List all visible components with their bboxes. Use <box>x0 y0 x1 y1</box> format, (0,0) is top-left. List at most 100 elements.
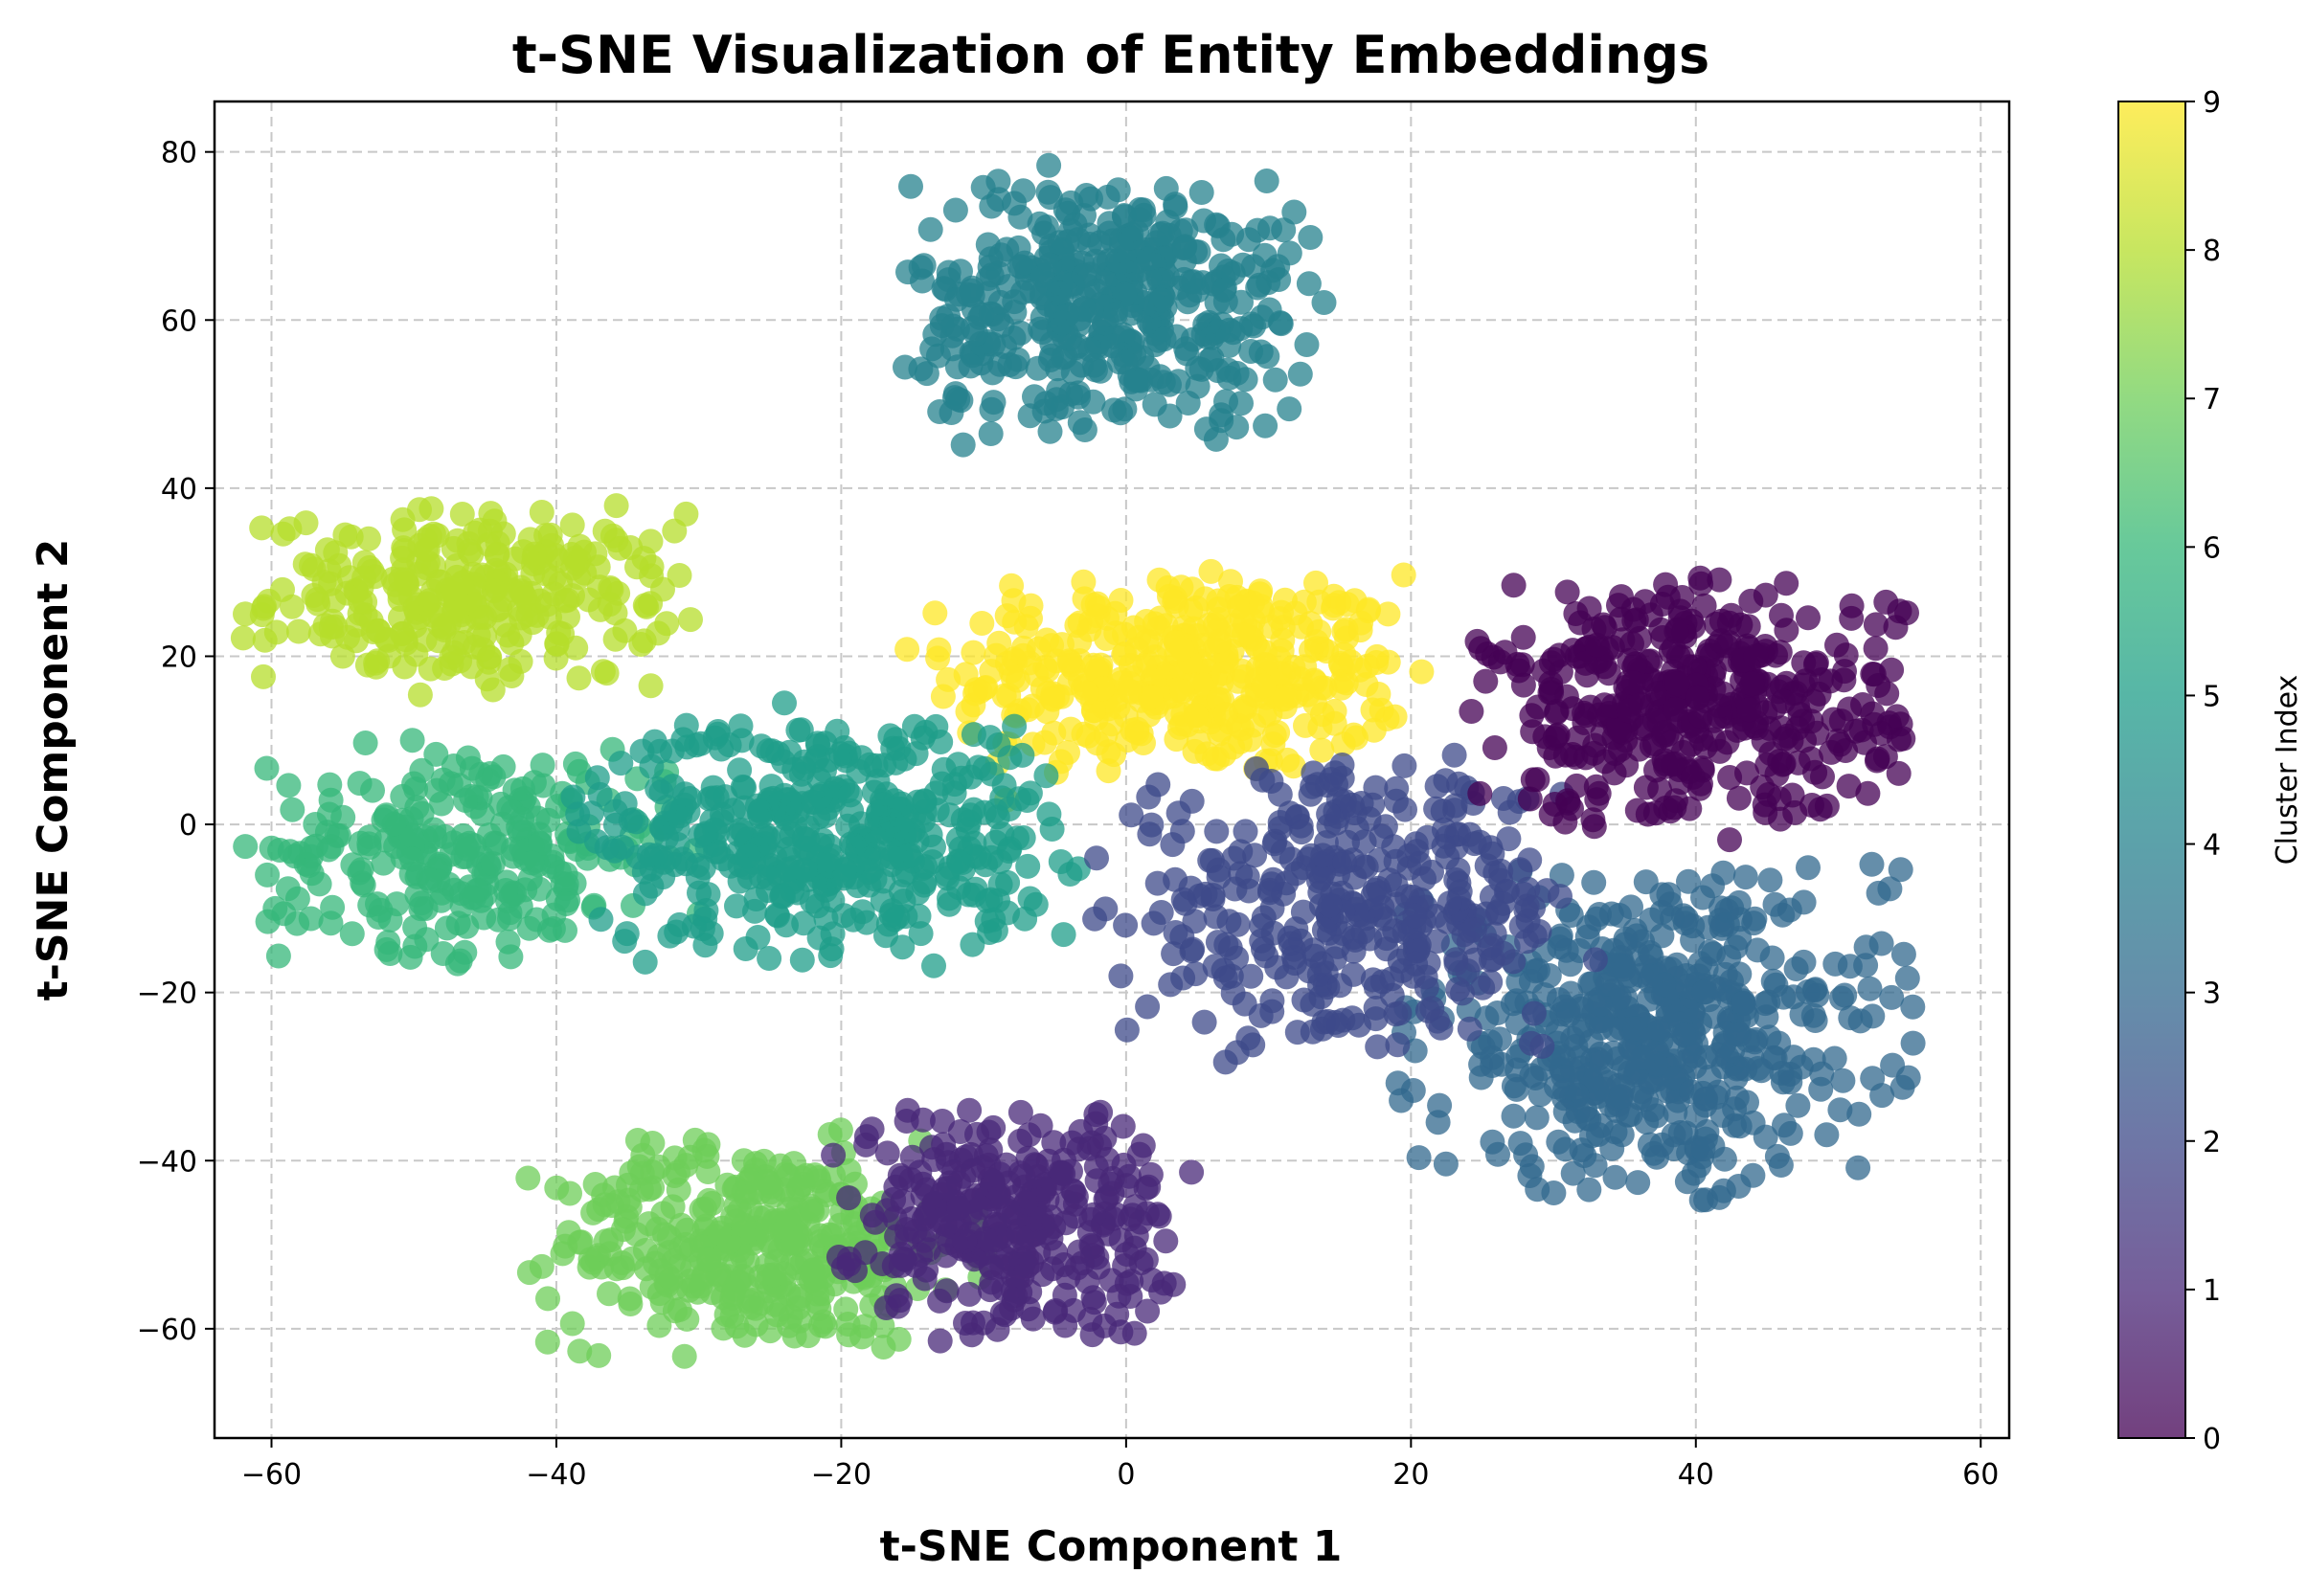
data-point <box>1118 226 1143 251</box>
data-point <box>1082 906 1108 932</box>
data-point <box>554 891 579 916</box>
data-point <box>732 1322 758 1348</box>
data-point <box>1114 1017 1140 1043</box>
data-point <box>642 729 668 754</box>
data-point <box>632 949 658 975</box>
data-point <box>985 1184 1011 1210</box>
data-point <box>1734 760 1759 786</box>
data-point <box>654 1263 680 1289</box>
data-point <box>1392 753 1417 778</box>
data-point <box>1007 204 1033 230</box>
data-point <box>1546 1129 1572 1155</box>
data-point <box>1046 281 1072 306</box>
data-point <box>578 800 604 826</box>
data-point <box>1270 839 1296 865</box>
data-point <box>1513 1142 1539 1168</box>
data-point <box>1338 649 1364 675</box>
data-point <box>1735 614 1761 640</box>
data-point <box>1736 697 1762 723</box>
y-tick-label: −20 <box>137 978 197 1011</box>
data-point <box>1114 1242 1140 1267</box>
data-point <box>1529 1033 1555 1059</box>
data-point <box>1757 867 1783 893</box>
data-point <box>929 305 955 331</box>
data-point <box>646 1244 672 1269</box>
data-point <box>529 500 554 525</box>
data-point <box>1549 863 1574 888</box>
data-point <box>1509 652 1535 678</box>
data-point <box>1083 248 1109 274</box>
data-point <box>1621 608 1647 634</box>
data-point <box>1102 302 1128 327</box>
data-point <box>1525 694 1550 720</box>
data-point <box>817 1222 843 1248</box>
data-point <box>977 920 1003 945</box>
data-point <box>1267 606 1293 632</box>
data-point <box>728 817 754 843</box>
data-point <box>1588 1015 1614 1041</box>
data-point <box>1567 1020 1593 1045</box>
data-point <box>1287 361 1313 387</box>
data-point <box>351 565 377 591</box>
data-point <box>830 865 856 891</box>
data-point <box>985 169 1011 194</box>
data-point <box>1433 1151 1459 1177</box>
data-point <box>454 913 480 939</box>
data-point <box>265 943 291 969</box>
data-point <box>1135 994 1161 1020</box>
data-point <box>1785 1092 1811 1118</box>
data-point <box>1521 895 1547 921</box>
data-point <box>1034 627 1059 653</box>
data-point <box>467 517 492 543</box>
data-point <box>1464 628 1490 654</box>
data-point <box>480 851 506 877</box>
data-point <box>1173 336 1199 362</box>
data-point <box>827 1117 853 1143</box>
data-point <box>1751 728 1776 753</box>
data-point <box>588 907 614 933</box>
data-point <box>1763 972 1789 998</box>
colorbar-tick-label: 1 <box>2203 1274 2221 1308</box>
y-tick-label: 20 <box>161 641 197 674</box>
data-point <box>1845 1155 1871 1180</box>
data-point <box>509 580 535 606</box>
data-point <box>1169 819 1195 844</box>
data-point <box>996 683 1022 708</box>
data-point <box>1119 1269 1144 1294</box>
data-point <box>1170 887 1196 912</box>
data-point <box>1869 1083 1895 1109</box>
data-point <box>785 717 811 743</box>
data-point <box>1727 1022 1753 1047</box>
data-point <box>705 721 731 747</box>
data-point <box>1007 1128 1033 1154</box>
data-point <box>1753 1124 1778 1150</box>
data-point <box>1587 992 1613 1018</box>
data-point <box>1311 290 1337 315</box>
data-point <box>950 432 976 458</box>
data-point <box>636 842 662 867</box>
data-point <box>1290 899 1316 925</box>
data-point <box>1630 929 1656 955</box>
data-point <box>710 846 735 872</box>
data-point <box>516 915 542 941</box>
data-point <box>1545 722 1571 748</box>
data-point <box>1139 1268 1165 1293</box>
data-point <box>1576 914 1601 940</box>
data-point <box>459 885 485 910</box>
data-point <box>1855 780 1881 806</box>
data-point <box>696 1247 722 1272</box>
data-point <box>1819 739 1844 765</box>
data-point <box>1148 287 1174 313</box>
data-point <box>1637 986 1663 1012</box>
data-point <box>632 881 658 907</box>
data-point <box>1457 1016 1482 1042</box>
data-point <box>886 1326 912 1352</box>
data-point <box>1517 786 1543 812</box>
data-point <box>1707 567 1732 593</box>
data-point <box>1754 752 1780 777</box>
data-point <box>1036 152 1062 178</box>
data-point <box>1277 800 1302 826</box>
data-point <box>1691 593 1717 618</box>
data-point <box>930 1109 955 1134</box>
data-point <box>1087 1133 1113 1158</box>
